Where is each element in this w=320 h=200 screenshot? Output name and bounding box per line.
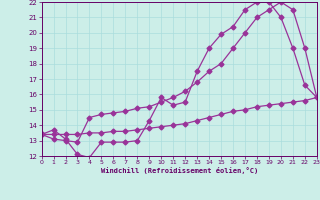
X-axis label: Windchill (Refroidissement éolien,°C): Windchill (Refroidissement éolien,°C) [100,167,258,174]
